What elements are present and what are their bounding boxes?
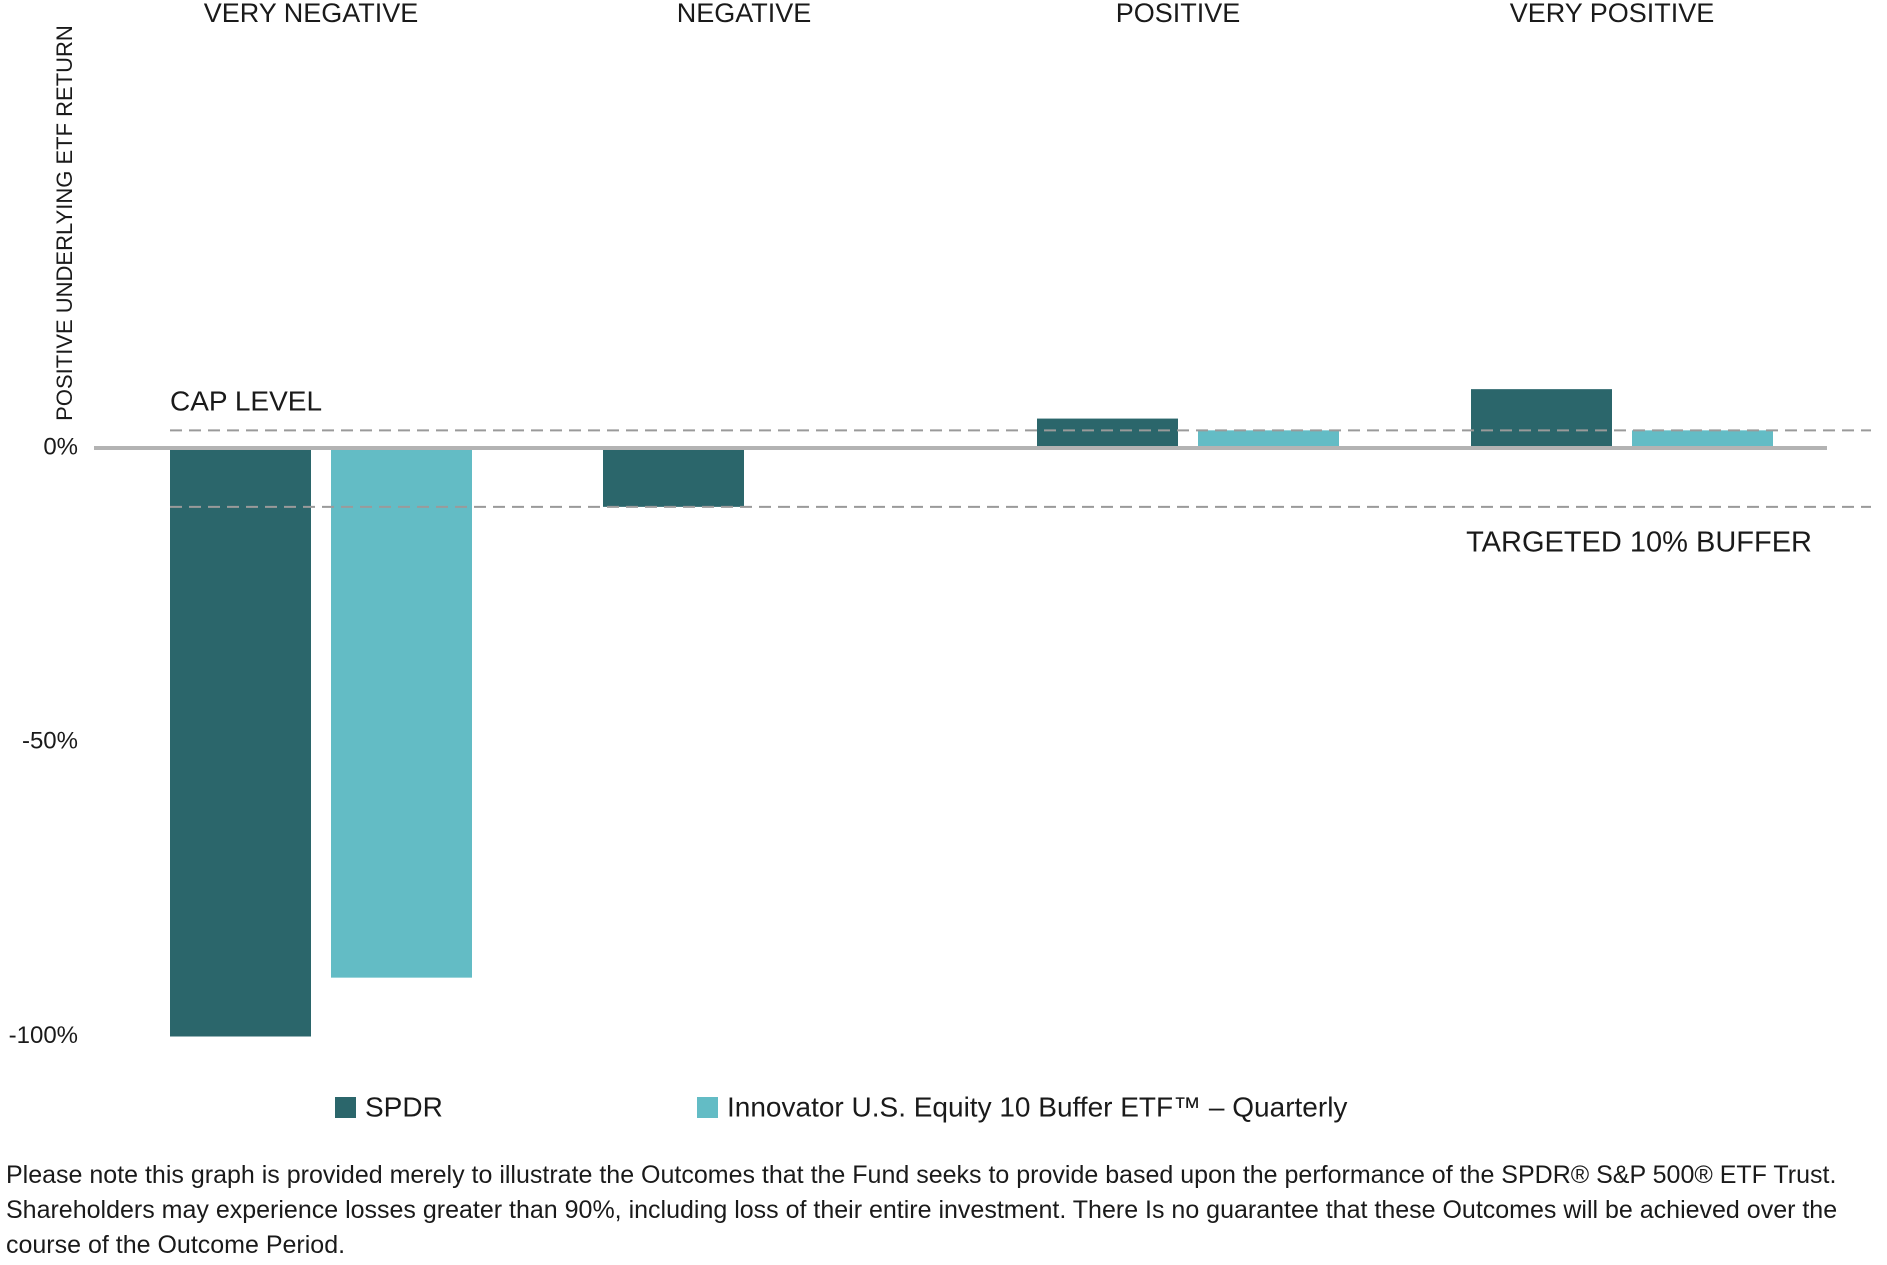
- bar: [331, 448, 472, 978]
- bar: [1198, 430, 1339, 448]
- bar: [170, 448, 311, 1037]
- category-label: VERY POSITIVE: [1510, 0, 1715, 28]
- legend-swatch: [697, 1097, 718, 1118]
- y-tick-label: 0%: [43, 433, 78, 460]
- category-label: VERY NEGATIVE: [204, 0, 419, 28]
- legend-label: Innovator U.S. Equity 10 Buffer ETF™ – Q…: [727, 1091, 1347, 1122]
- y-tick-label: -100%: [9, 1022, 78, 1049]
- reference-label: CAP LEVEL: [170, 386, 322, 417]
- legend-label: SPDR: [365, 1091, 443, 1122]
- y-axis-label: POSITIVE UNDERLYING ETF RETURN: [52, 25, 77, 421]
- category-label: NEGATIVE: [677, 0, 812, 28]
- chart: POSITIVE UNDERLYING ETF RETURN -100% -50%…: [9, 0, 1871, 1122]
- category-label: POSITIVE: [1116, 0, 1241, 28]
- footnote: Please note this graph is provided merel…: [6, 1161, 1838, 1259]
- bar: [1037, 418, 1178, 448]
- bar: [1632, 430, 1773, 448]
- bar: [1471, 389, 1612, 448]
- reference-label: TARGETED 10% BUFFER: [1466, 527, 1812, 559]
- y-tick-label: -50%: [22, 728, 78, 755]
- legend-swatch: [335, 1097, 356, 1118]
- bar: [603, 448, 744, 507]
